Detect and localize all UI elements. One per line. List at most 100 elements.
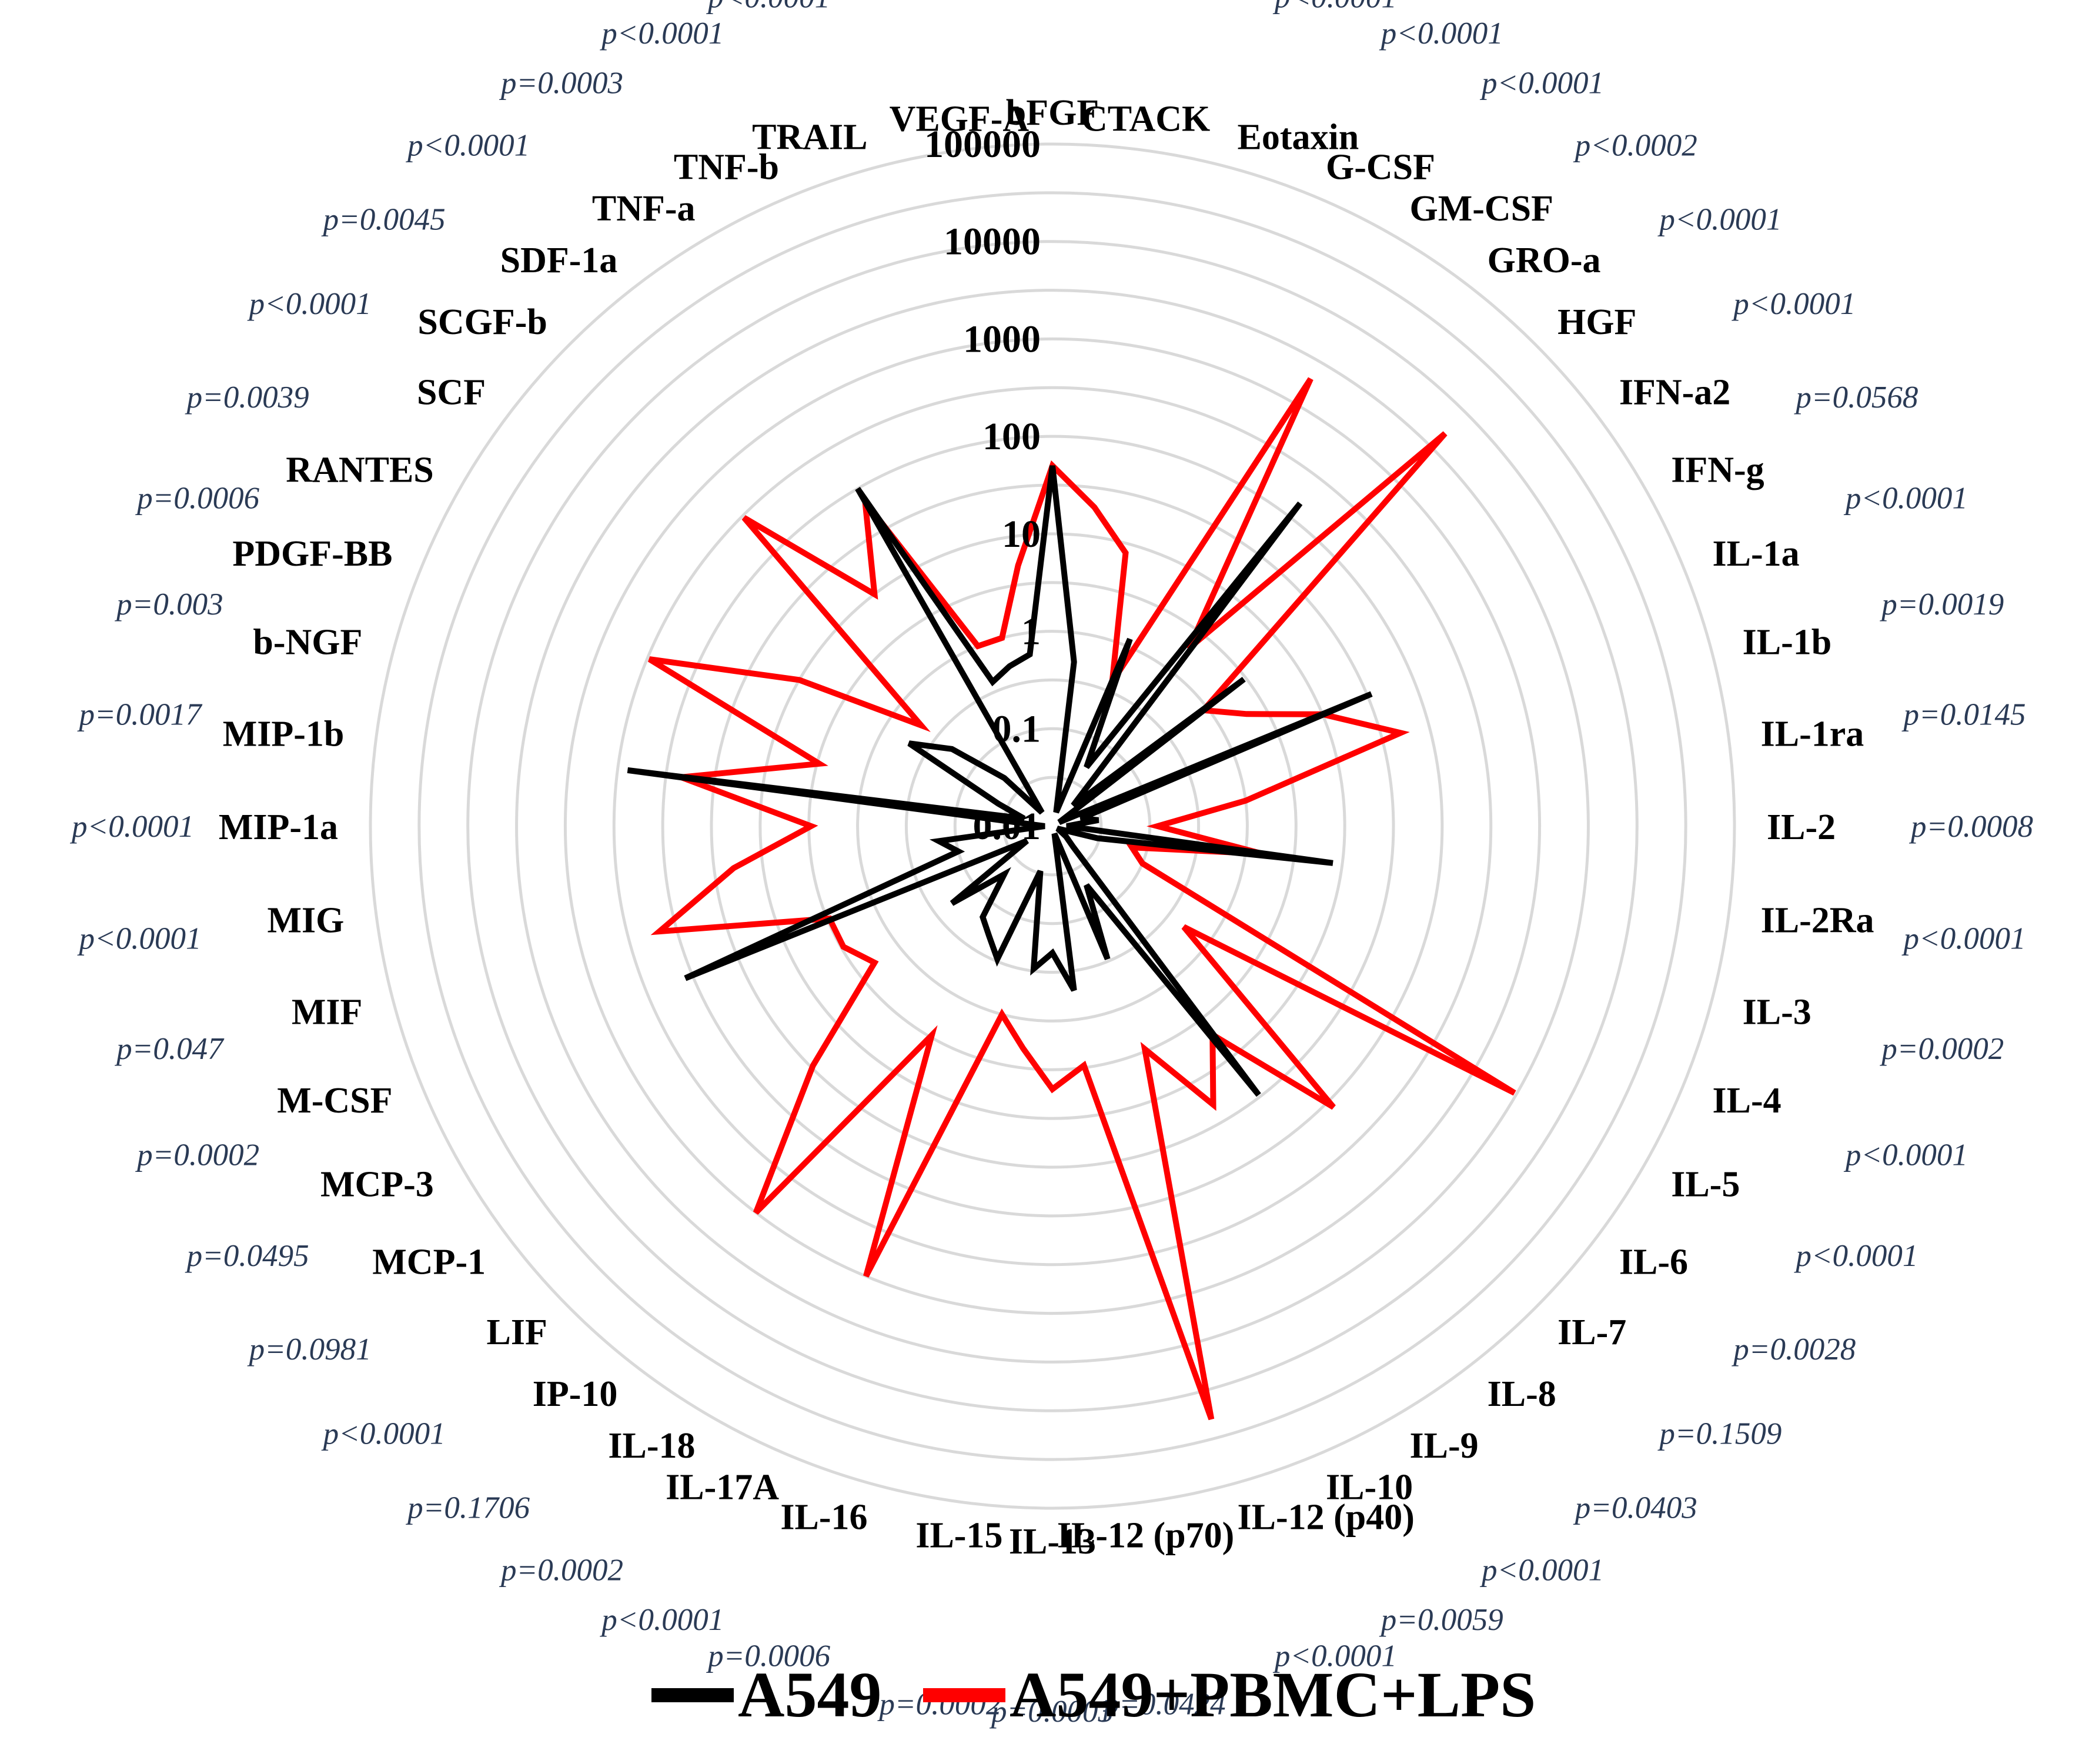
p-value-label-pdgf-bb: p=0.0006: [135, 481, 260, 515]
category-label-il-12-p40: IL-12 (p40): [1238, 1498, 1415, 1538]
p-value-label-eotaxin: p<0.0001: [1272, 0, 1397, 15]
category-label-b-ngf: b-NGF: [253, 623, 362, 663]
p-value-label-hgf: p<0.0001: [1657, 203, 1782, 237]
category-label-hgf: HGF: [1557, 302, 1636, 342]
p-value-label-il-1b: p=0.0019: [1879, 587, 2004, 622]
category-label-rantes: RANTES: [286, 450, 434, 490]
grid-ring: [1002, 776, 1103, 877]
category-label-il-6: IL-6: [1619, 1242, 1688, 1282]
p-value-label-il-7: p=0.1509: [1657, 1416, 1782, 1451]
grid-ring: [612, 386, 1493, 1267]
category-label-il-16: IL-16: [780, 1498, 867, 1538]
category-label-il-10: IL-10: [1326, 1468, 1413, 1508]
category-label-il-9: IL-9: [1410, 1426, 1479, 1466]
category-label-tnf-b: TNF-b: [674, 148, 779, 188]
category-label-il-12-p70: IL-12 (p70): [1057, 1516, 1234, 1556]
grid-ring: [904, 678, 1201, 974]
p-value-label-g-csf: p<0.0001: [1379, 16, 1503, 51]
p-value-label-mig: p<0.0001: [76, 922, 201, 956]
category-label-il-2: IL-2: [1767, 807, 1836, 847]
p-value-label-mcp-3: p=0.0495: [185, 1239, 309, 1273]
grid-ring: [807, 581, 1298, 1071]
legend-label-a549-pbmc-lps: A549+PBMC+LPS: [1010, 1659, 1536, 1730]
p-value-label-il-6: p=0.0028: [1731, 1332, 1856, 1367]
series-line-a549: [627, 465, 1373, 1097]
category-label-il-1a: IL-1a: [1713, 534, 1800, 574]
p-value-label-il-10: p=0.0059: [1379, 1603, 1503, 1637]
p-value-label-il-1a: p<0.0001: [1843, 481, 1968, 515]
tick-label: 1: [1021, 610, 1041, 653]
tick-label: 1000: [963, 318, 1041, 360]
category-label-il-7: IL-7: [1557, 1312, 1626, 1352]
category-label-ctack: CTACK: [1081, 99, 1210, 139]
p-value-label-il-9: p<0.0001: [1479, 1553, 1604, 1587]
p-value-label-il-18: p=0.0002: [499, 1553, 623, 1587]
category-label-mcp-1: MCP-1: [372, 1242, 486, 1282]
p-value-label-ifn-a2: p<0.0001: [1731, 287, 1856, 321]
p-value-label-mip-1a: p<0.0001: [69, 810, 194, 844]
p-value-label-lif: p<0.0001: [321, 1416, 446, 1451]
category-label-mcp-3: MCP-3: [320, 1165, 434, 1205]
tick-label: 10000: [944, 220, 1041, 263]
category-label-mip-1b: MIP-1b: [223, 714, 345, 754]
tick-label: 0.01: [973, 805, 1041, 848]
category-label-il-4: IL-4: [1713, 1081, 1782, 1121]
category-label-scf: SCF: [417, 372, 486, 412]
grid-rings: [369, 142, 1736, 1510]
series-group: [627, 377, 1516, 1421]
p-value-label-gm-csf: p<0.0001: [1479, 66, 1604, 101]
series-line-a549-pbmc-lps: [647, 377, 1516, 1421]
p-value-label-il-13: p=0.0003: [989, 1695, 1114, 1729]
p-value-label-ifn-g: p=0.0568: [1793, 380, 1918, 415]
p-value-label-il-4: p<0.0001: [1843, 1138, 1968, 1172]
p-value-label-scf: p<0.0001: [247, 287, 372, 321]
legend-label-a549: A549: [738, 1659, 881, 1730]
legend: A549 A549+PBMC+LPS: [651, 1659, 1536, 1730]
p-value-label-il-5: p<0.0001: [1793, 1239, 1918, 1273]
p-value-label-m-csf: p=0.0002: [135, 1138, 259, 1172]
legend-swatch-a549-pbmc-lps: [923, 1688, 1005, 1702]
radial-tick-labels: 0.01 0.1 1 10 100 1000 10000 100000: [924, 123, 1041, 848]
category-label-il-1b: IL-1b: [1743, 623, 1832, 663]
p-value-labels: p<0.001p<0.0001p<0.0001p<0.0001p<0.0001p…: [69, 0, 2033, 1729]
p-value-label-trail: p<0.0001: [706, 0, 830, 15]
grid-ring: [661, 435, 1444, 1218]
p-value-label-rantes: p=0.0039: [185, 380, 309, 415]
p-value-label-tnf-a: p=0.0003: [499, 66, 623, 101]
category-label-gm-csf: GM-CSF: [1410, 189, 1554, 229]
category-label-il-18: IL-18: [608, 1426, 695, 1466]
grid-ring: [417, 191, 1687, 1461]
category-label-il-17a: IL-17A: [666, 1468, 779, 1508]
p-value-label-mip-1b: p=0.0017: [76, 697, 203, 731]
category-label-ifn-a2: IFN-a2: [1619, 372, 1730, 412]
category-label-g-csf: G-CSF: [1326, 148, 1435, 188]
tick-label: 100000: [924, 123, 1041, 166]
tick-label: 100: [982, 415, 1041, 458]
category-label-il-15: IL-15: [915, 1516, 1002, 1556]
grid-ring: [758, 532, 1346, 1120]
category-label-bfgf: bFGF: [1006, 93, 1099, 133]
p-value-label-il-8: p=0.0403: [1573, 1491, 1697, 1525]
p-value-label-il-17a: p<0.0001: [599, 1603, 724, 1637]
grid-ring: [466, 240, 1639, 1412]
category-label-tnf-a: TNF-a: [592, 189, 696, 229]
p-value-label-mif: p=0.047: [114, 1032, 225, 1066]
grid-ring: [856, 630, 1249, 1023]
category-label-m-csf: M-CSF: [277, 1081, 392, 1121]
p-value-label-b-ngf: p=0.003: [114, 587, 223, 622]
p-value-label-il-2ra: p<0.0001: [1901, 922, 2026, 956]
category-label-sdf-1a: SDF-1a: [500, 240, 618, 280]
category-label-vegf-a: VEGF-A: [890, 99, 1030, 139]
p-value-label-scgf-b: p=0.0045: [321, 203, 446, 237]
category-label-trail: TRAIL: [752, 117, 867, 157]
category-label-eotaxin: Eotaxin: [1238, 117, 1359, 157]
category-label-il-1ra: IL-1ra: [1761, 714, 1864, 754]
tick-label: 0.1: [992, 707, 1041, 750]
tick-label: 10: [1002, 513, 1041, 556]
p-value-label-il-2: p=0.0008: [1908, 810, 2033, 844]
grid-ring: [369, 142, 1736, 1510]
category-label-il-5: IL-5: [1671, 1165, 1740, 1205]
category-label-il-8: IL-8: [1488, 1374, 1556, 1414]
